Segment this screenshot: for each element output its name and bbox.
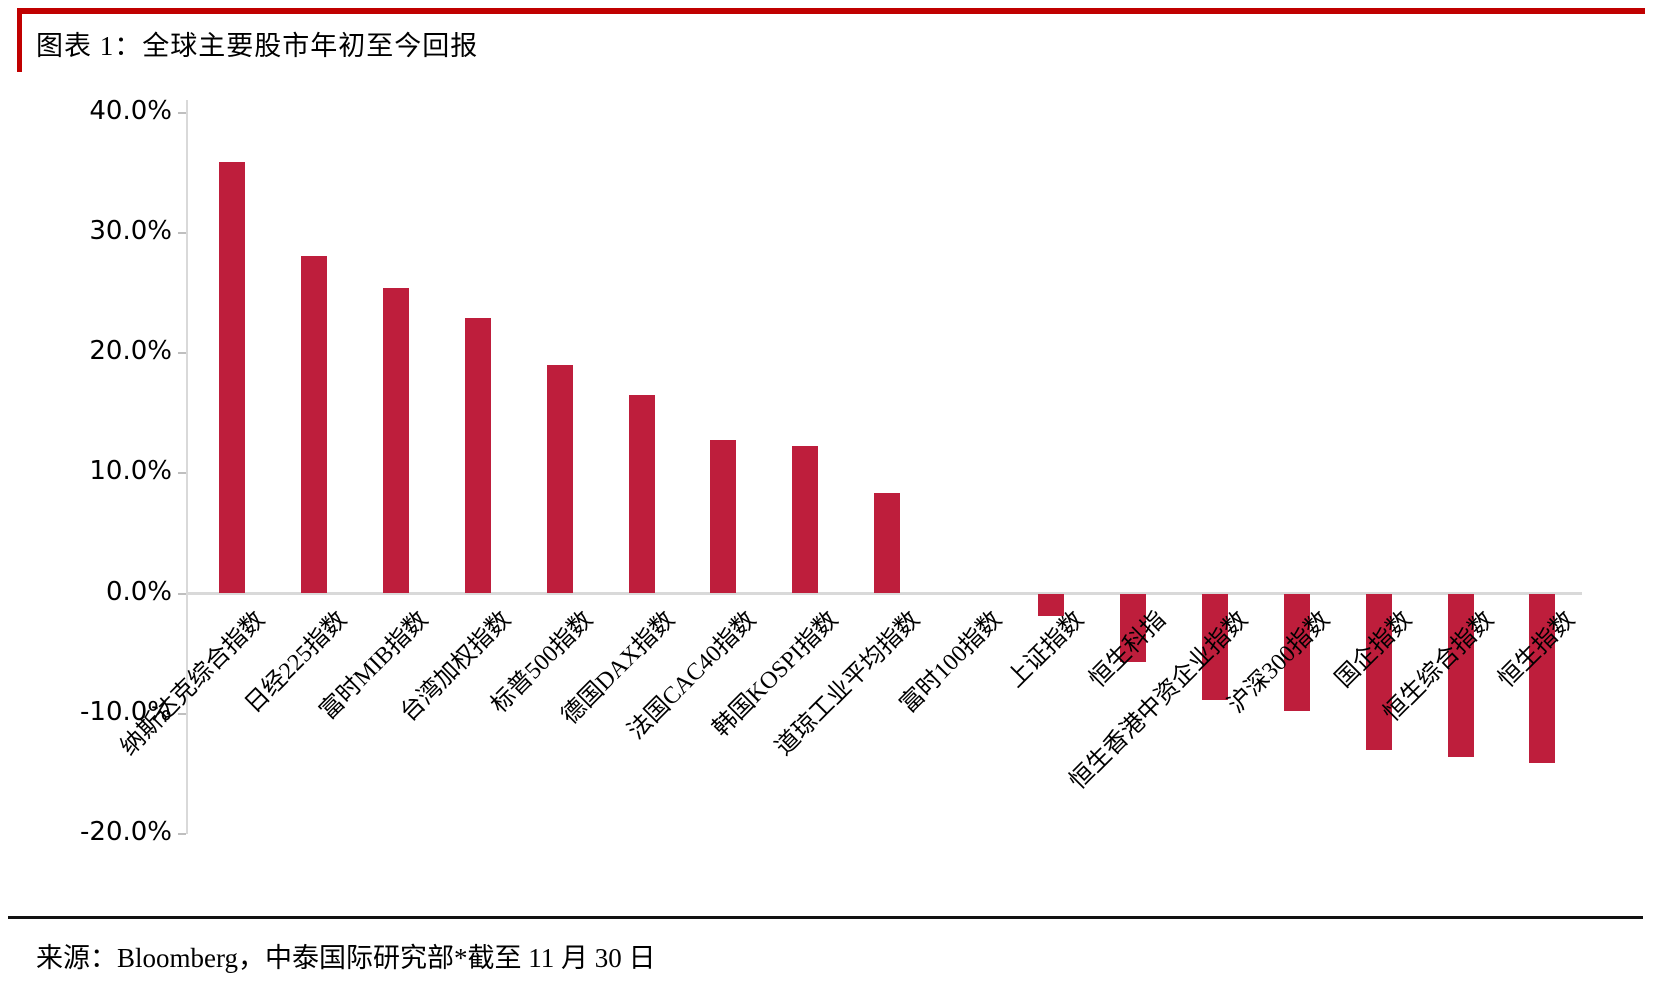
bar-富时MIB指数: [382, 288, 409, 594]
y-axis-line: [186, 100, 188, 834]
footer-divider: [8, 916, 1643, 919]
accent-top-border: [17, 8, 1645, 14]
y-axis-tick-label: 20.0%: [89, 336, 172, 367]
bar-纳斯达克综合指数: [219, 161, 245, 594]
y-axis-tick-label: -10.0%: [80, 696, 172, 727]
y-axis-tick-mark: [178, 592, 186, 595]
bar-日经225指数: [300, 255, 327, 594]
y-axis-tick-label: 40.0%: [89, 95, 172, 126]
bar-沪深300指数: [1283, 593, 1310, 712]
bar-上证指数: [1038, 593, 1064, 617]
accent-left-border: [17, 8, 22, 72]
y-axis-tick-mark: [178, 231, 186, 234]
chart-title: 图表 1：全球主要股市年初至今回报: [36, 31, 479, 61]
y-axis-tick-mark: [178, 352, 186, 355]
bar-恒生科指: [1119, 593, 1146, 662]
y-axis-tick-label: 10.0%: [89, 456, 172, 487]
y-axis-tick-mark: [178, 472, 186, 475]
bar-道琼工业平均指数: [874, 492, 901, 594]
y-axis-tick-label: 30.0%: [89, 215, 172, 246]
bar-标普500指数: [546, 365, 573, 594]
y-axis-tick-label: -20.0%: [80, 816, 172, 847]
bar-法国CAC40指数: [710, 439, 737, 594]
bar-德国DAX指数: [628, 395, 655, 594]
bar-恒生指数: [1529, 593, 1556, 763]
y-axis-tick-mark: [178, 832, 186, 835]
source-text: 来源：Bloomberg，中泰国际研究部*截至 11 月 30 日: [36, 943, 656, 973]
bar-台湾加权指数: [464, 318, 491, 594]
y-axis-tick-label: 0.0%: [105, 576, 172, 607]
y-axis-tick-mark: [178, 111, 186, 114]
bar-恒生综合指数: [1447, 593, 1474, 757]
bar-韩国KOSPI指数: [792, 445, 819, 594]
zero-baseline: [186, 592, 1582, 595]
y-axis-tick-mark: [178, 712, 186, 715]
bar-国企指数: [1365, 593, 1392, 750]
bar-恒生香港中资企业指数: [1201, 593, 1228, 701]
